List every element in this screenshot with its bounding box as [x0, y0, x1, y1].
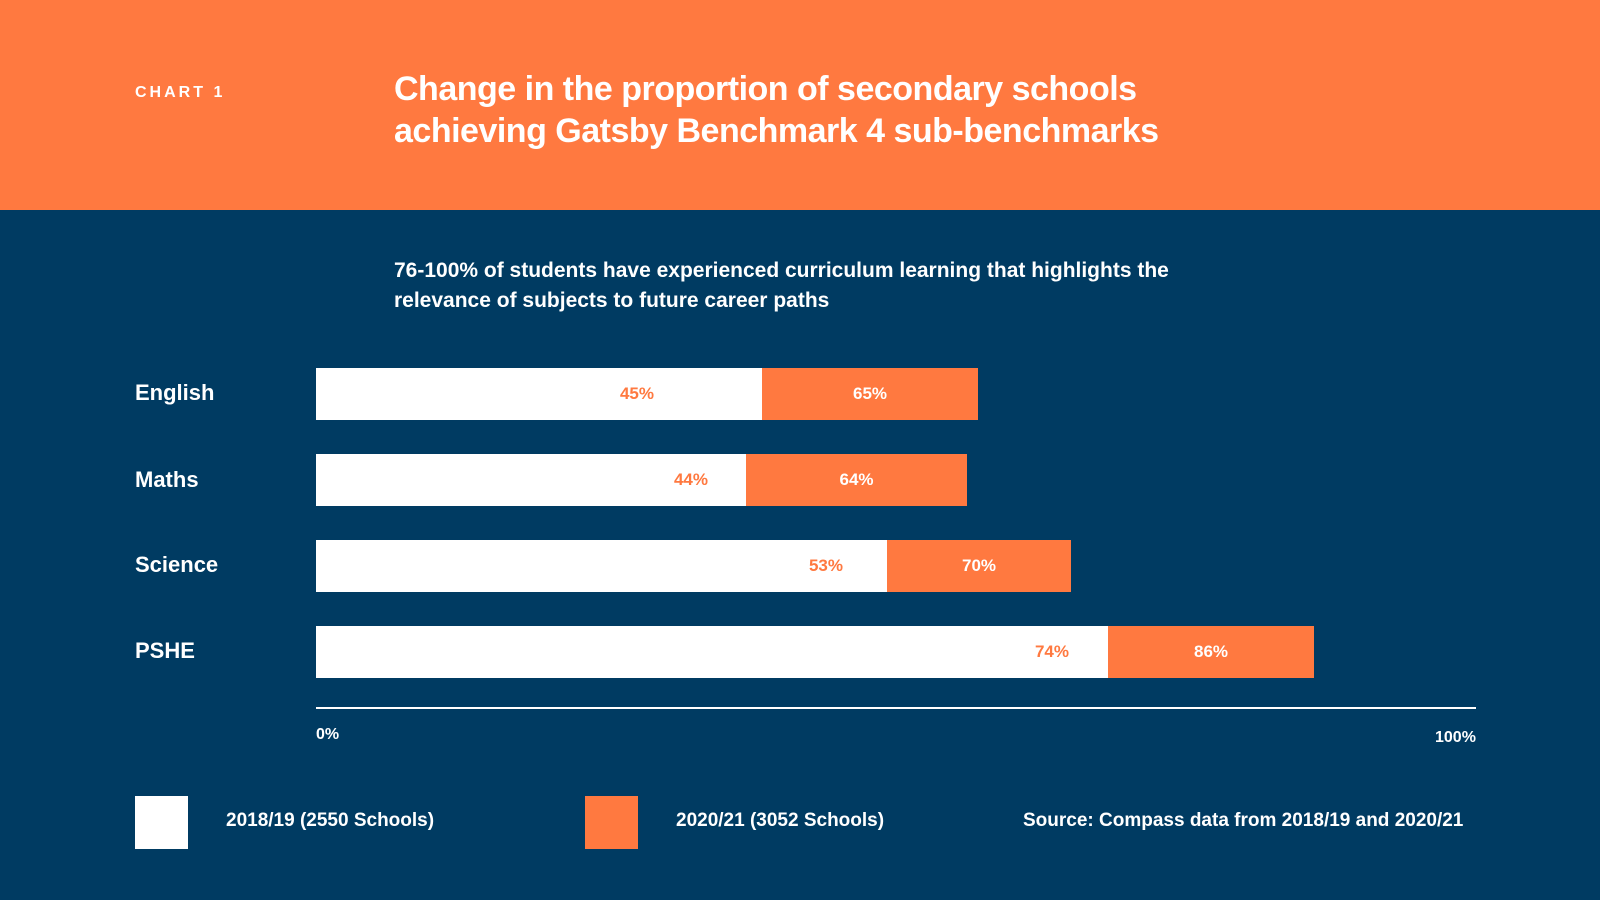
- value-2018-maths: 44%: [673, 470, 708, 489]
- source-note: Source: Compass data from 2018/19 and 20…: [1023, 810, 1464, 831]
- value-2020-english: 65%: [852, 384, 888, 403]
- bar-2018-english: [316, 368, 762, 420]
- value-2020-science: 70%: [961, 556, 997, 575]
- chart-title: Change in the proportion of secondary sc…: [394, 68, 1294, 152]
- chart-header: CHART 1 Change in the proportion of seco…: [0, 0, 1600, 210]
- x-tick-max: 100%: [1435, 729, 1476, 746]
- legend-swatch-2020: [585, 796, 638, 849]
- category-label-maths: Maths: [135, 467, 199, 492]
- chart-kicker: CHART 1: [135, 84, 226, 101]
- category-label-english: English: [135, 380, 215, 405]
- title-line-1: Change in the proportion of secondary sc…: [394, 70, 1137, 108]
- subtitle-line-2: relevance of subjects to future career p…: [394, 289, 830, 312]
- subtitle-line-1: 76-100% of students have experienced cur…: [394, 259, 1169, 282]
- category-label-pshe: PSHE: [135, 638, 195, 663]
- chart-subtitle: 76-100% of students have experienced cur…: [394, 256, 1294, 316]
- legend-swatch-2018: [135, 796, 188, 849]
- bar-2018-science: [316, 540, 887, 592]
- value-2018-science: 53%: [808, 556, 843, 575]
- value-2020-pshe: 86%: [1193, 642, 1229, 661]
- x-tick-min: 0%: [316, 726, 340, 743]
- legend-label-2020: 2020/21 (3052 Schools): [676, 810, 885, 831]
- category-label-science: Science: [135, 552, 219, 577]
- bar-2018-maths: [316, 454, 746, 506]
- value-2018-english: 45%: [619, 384, 654, 403]
- value-2020-maths: 64%: [839, 470, 874, 489]
- bar-2018-pshe: [316, 626, 1108, 678]
- legend-label-2018: 2018/19 (2550 Schools): [226, 810, 435, 831]
- value-2018-pshe: 74%: [1034, 642, 1069, 661]
- title-line-2: achieving Gatsby Benchmark 4 sub-benchma…: [394, 112, 1159, 150]
- x-axis-line: [316, 707, 1476, 709]
